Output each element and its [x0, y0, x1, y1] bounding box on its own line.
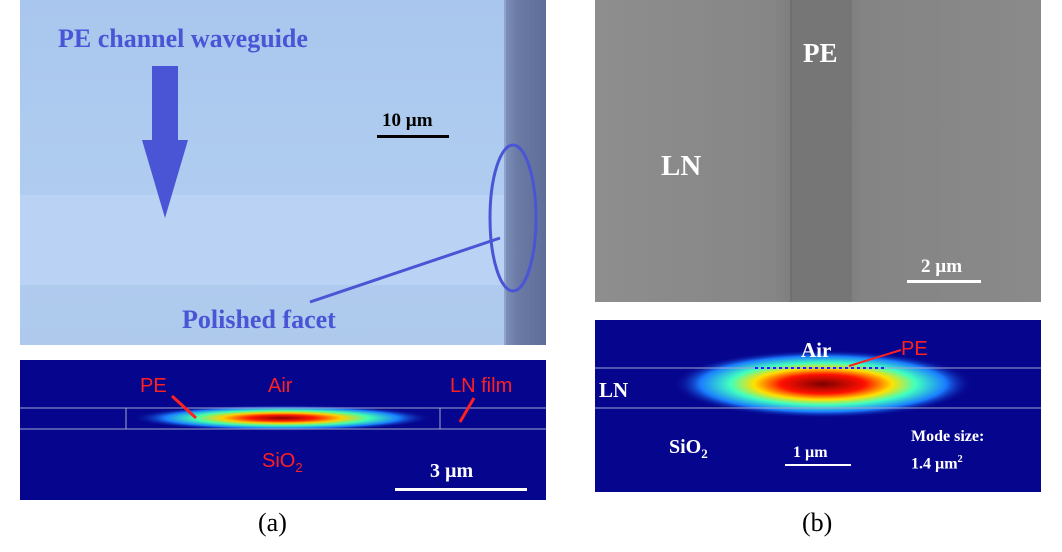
mode-size-label: Mode size: [911, 428, 985, 445]
micro-scale-label: 10 µm [382, 110, 433, 131]
sio2-label-b: SiO2 [669, 436, 708, 461]
pe-pointer-a [170, 394, 198, 420]
pe-label-a: PE [140, 375, 167, 397]
pe-stripe-edge [790, 0, 792, 302]
waveguide-title: PE channel waveguide [58, 24, 308, 53]
micrograph-annotations [142, 66, 538, 304]
pe-label-b: PE [901, 338, 928, 360]
ln-film-label-a: LN film [450, 375, 513, 397]
mode-field-b [673, 350, 973, 418]
facet-pointer-line [309, 236, 501, 304]
mode-field-panel-b: Air PE LN SiO2 1 µm Mode size: 1.4 µm2 [595, 320, 1041, 492]
mode-a-scale-bar [395, 488, 527, 491]
mode-a-scale-label: 3 µm [430, 460, 474, 482]
mode-field-a [132, 405, 432, 431]
mode-field-a-graphic [20, 394, 546, 431]
caption-a: (a) [258, 508, 287, 537]
air-label-a: Air [268, 375, 293, 397]
facet-edge [506, 0, 546, 345]
mode-b-scale-bar [785, 464, 851, 466]
pe-stripe [790, 0, 852, 302]
waveguide-band [20, 195, 546, 285]
sem-pe-label: PE [803, 38, 838, 68]
mode-field-b-graphic [595, 349, 1041, 418]
mode-field-panel-a: PE Air LN film SiO2 3 µm [20, 360, 546, 500]
ln-label-b: LN [599, 378, 629, 402]
polished-facet-label: Polished facet [182, 305, 336, 334]
mode-b-scale-label: 1 µm [793, 444, 828, 461]
sem-ln-label: LN [661, 150, 702, 182]
down-arrow-icon [142, 66, 188, 218]
facet-ellipse [488, 143, 538, 293]
micrograph-panel-a: PE channel waveguide 10 µm Polished face… [20, 0, 546, 345]
mode-size-value: 1.4 µm2 [911, 454, 963, 473]
ln-pointer-a [458, 397, 476, 423]
sio2-label-a: SiO2 [262, 450, 303, 475]
sem-scale-bar [907, 280, 981, 283]
sem-scale-label: 2 µm [921, 256, 963, 277]
air-label-b: Air [801, 338, 832, 362]
sem-panel-b: PE LN 2 µm [595, 0, 1041, 302]
micro-scale-bar [377, 135, 449, 138]
pe-pointer-b [848, 349, 902, 367]
caption-b: (b) [802, 508, 833, 537]
